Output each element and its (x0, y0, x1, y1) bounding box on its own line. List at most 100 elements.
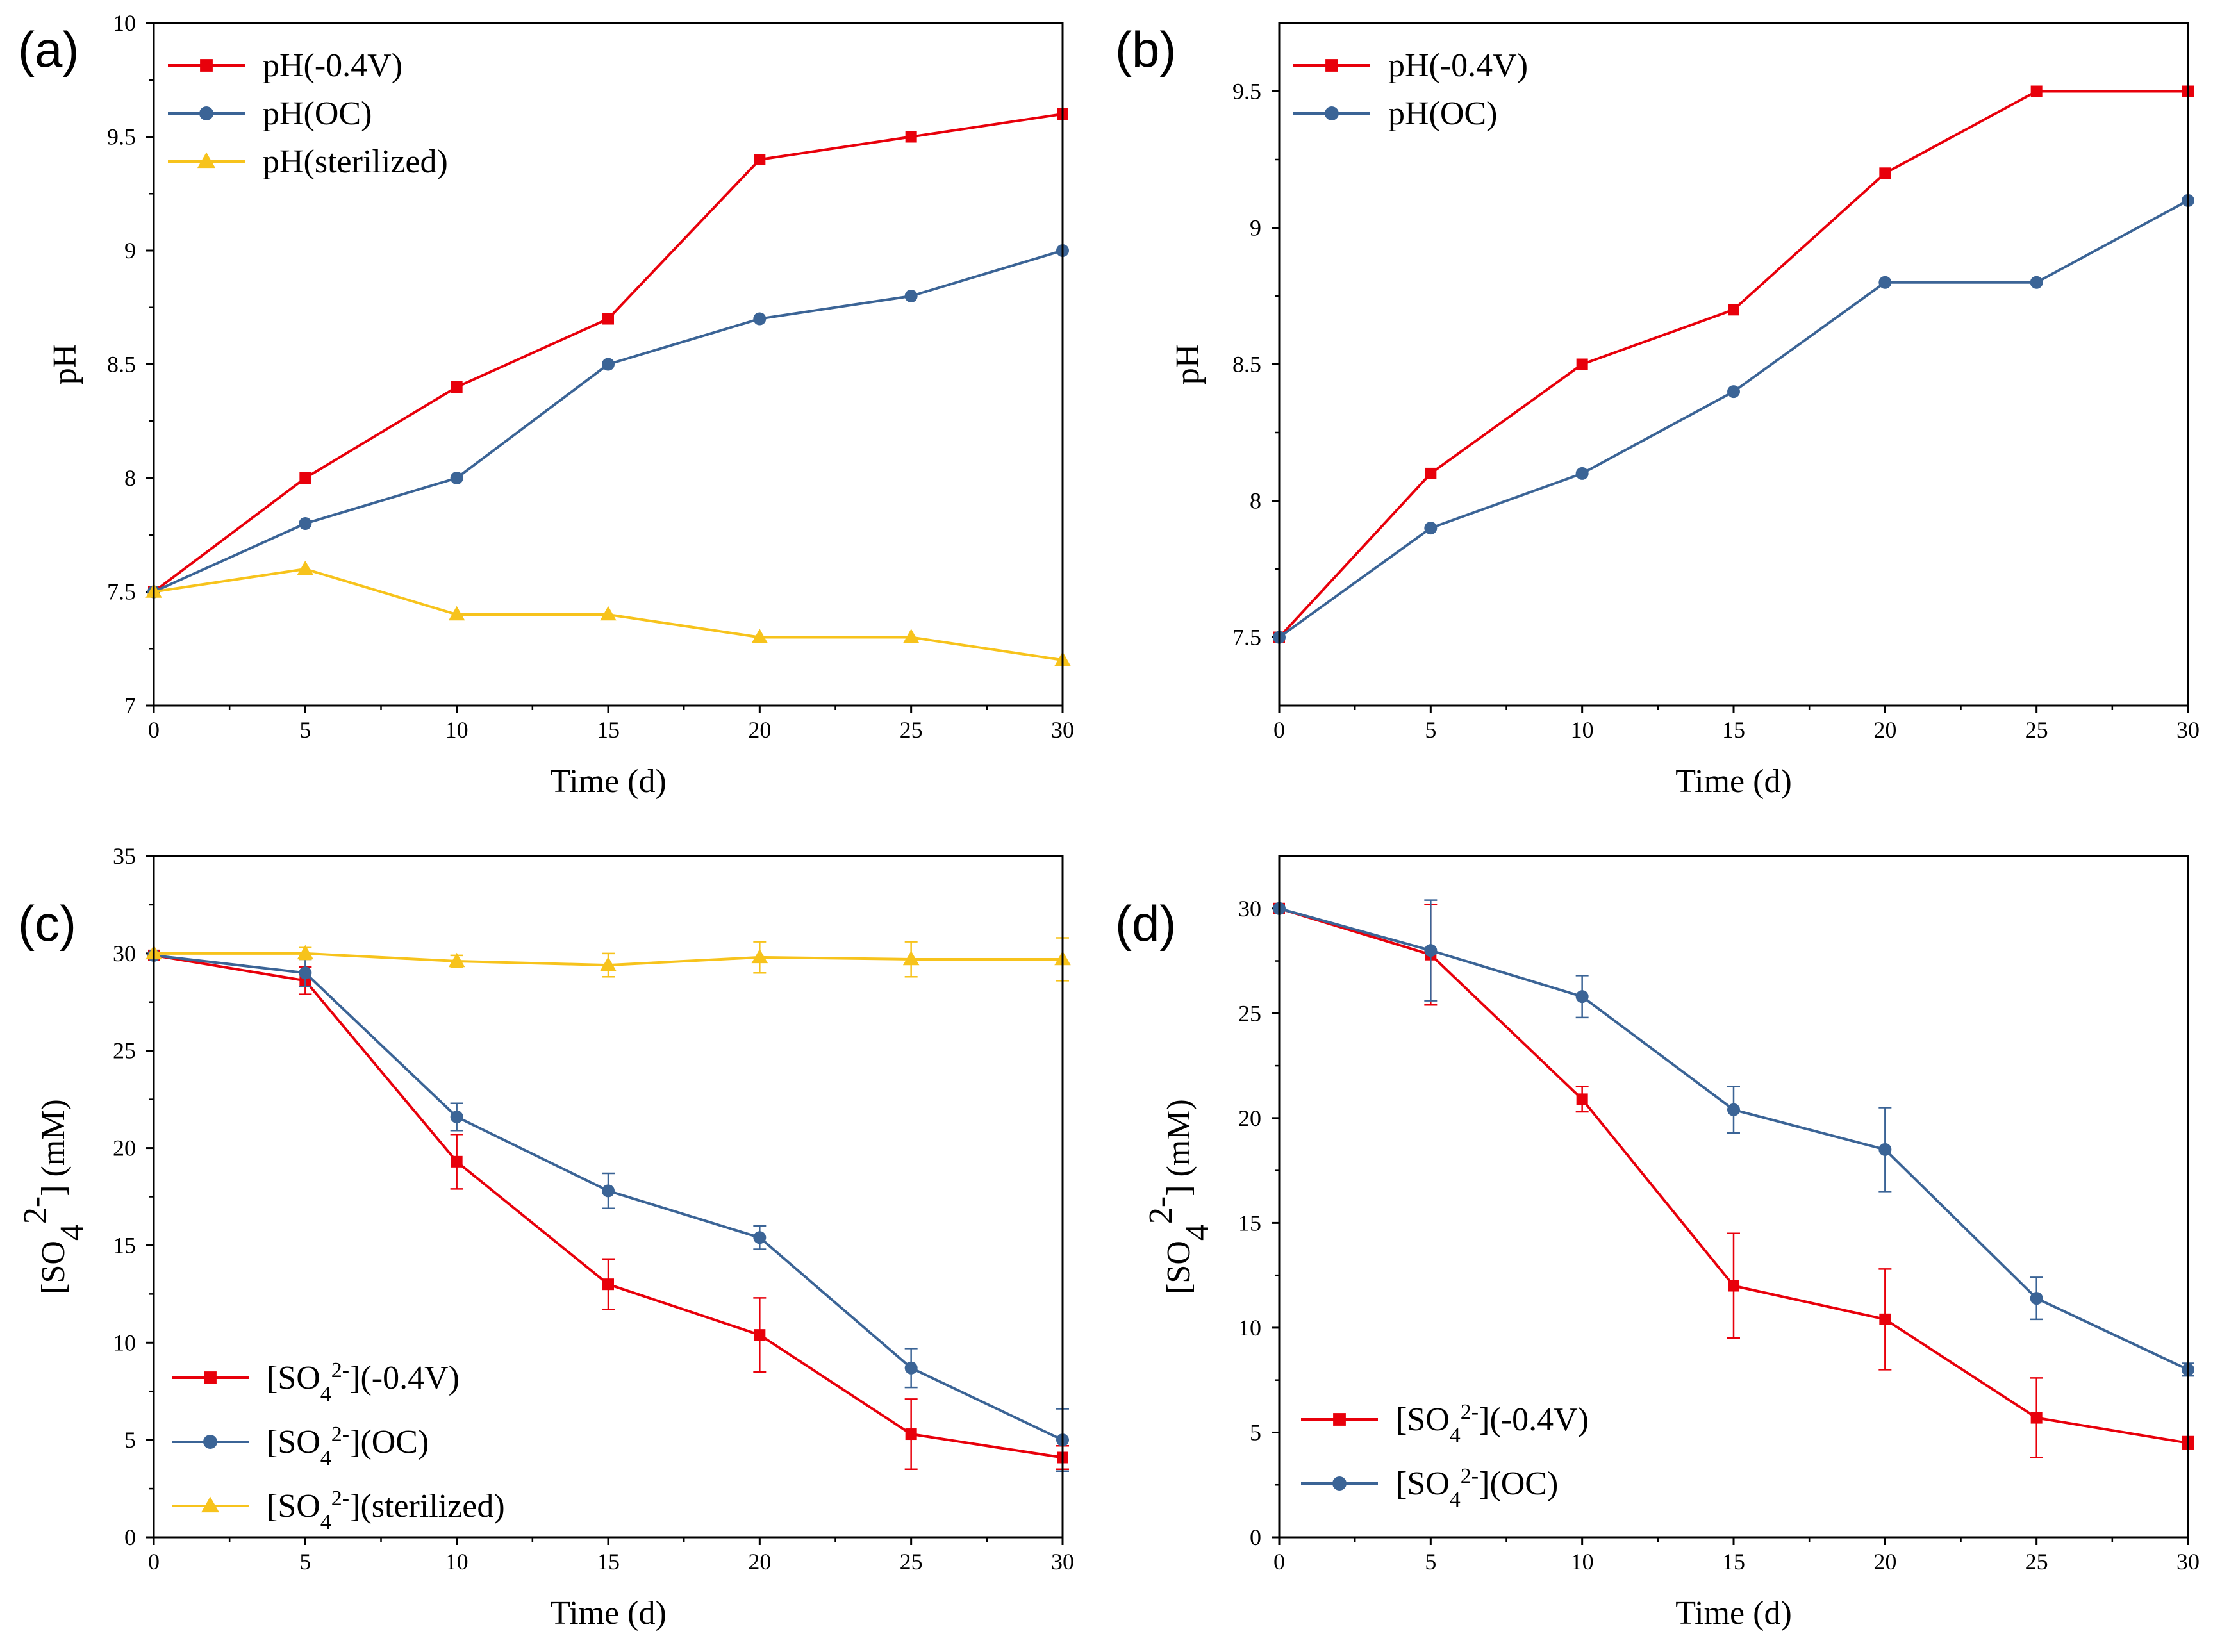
data-point (1425, 467, 1437, 479)
data-point (905, 1428, 917, 1441)
data-point (451, 1155, 463, 1168)
data-point (1878, 276, 1892, 289)
legend-label: pH(OC) (1388, 95, 1497, 132)
legend-label: pH(OC) (263, 95, 372, 132)
x-tick-label: 30 (2176, 717, 2200, 743)
x-tick-label: 0 (148, 717, 160, 743)
data-series (1273, 194, 2194, 644)
data-point (2030, 85, 2043, 97)
data-point (754, 154, 766, 165)
x-tick-label: 30 (1051, 717, 1074, 743)
x-axis-label: Time (d) (550, 1595, 667, 1631)
panel-letter: (b) (1115, 21, 1176, 78)
data-point (1424, 522, 1438, 535)
data-point (1575, 467, 1589, 480)
series-line (1278, 199, 2189, 639)
x-tick-label: 15 (597, 1549, 620, 1574)
y-tick-label: 30 (1238, 896, 1261, 921)
data-series (1273, 899, 2194, 1377)
y-tick-label: 8.5 (1232, 352, 1261, 377)
y-tick-label: 20 (113, 1136, 136, 1161)
data-point (1576, 1093, 1588, 1105)
y-tick-label: 10 (113, 10, 136, 36)
data-point (448, 606, 465, 621)
y-tick-label: 9 (1250, 215, 1261, 241)
y-axis-label: [SO42-] (mM) (1143, 1099, 1216, 1294)
data-point (602, 313, 614, 325)
data-point (1728, 304, 1739, 316)
y-tick-label: 9.5 (107, 124, 136, 150)
y-tick-label: 35 (113, 843, 136, 869)
data-point (299, 966, 312, 980)
x-tick-label: 25 (2025, 1549, 2048, 1574)
x-tick-label: 20 (1873, 717, 1896, 743)
data-point (902, 629, 920, 643)
y-tick-label: 5 (1250, 1419, 1261, 1445)
y-tick-label: 25 (1238, 1000, 1261, 1026)
x-tick-label: 5 (1425, 717, 1436, 743)
data-point (754, 1329, 766, 1341)
legend-marker (1325, 59, 1338, 72)
legend-marker (203, 1435, 217, 1449)
data-point (602, 358, 615, 371)
legend-marker (199, 106, 213, 120)
series-line (153, 249, 1063, 593)
panel-letter: (d) (1115, 895, 1176, 952)
data-point (1727, 1103, 1740, 1116)
y-tick-label: 30 (113, 941, 136, 966)
y-tick-label: 15 (1238, 1210, 1261, 1235)
data-point (753, 312, 767, 326)
x-tick-label: 25 (2025, 717, 2048, 743)
x-tick-label: 20 (748, 1549, 771, 1574)
legend-label: [SO42-](OC) (267, 1423, 429, 1470)
y-tick-label: 5 (124, 1427, 136, 1453)
data-point (905, 131, 917, 143)
data-point (299, 472, 311, 484)
y-tick-label: 15 (113, 1232, 136, 1258)
x-tick-label: 30 (1051, 1549, 1074, 1574)
data-point (600, 956, 617, 971)
data-series (145, 560, 1071, 666)
legend-marker (1332, 1476, 1347, 1491)
data-point (2030, 1292, 2043, 1305)
data-series (147, 244, 1069, 599)
data-point (1728, 1280, 1739, 1292)
y-tick-label: 8 (124, 465, 136, 491)
y-axis-label: pH (47, 344, 83, 385)
data-series (145, 937, 1071, 982)
x-axis-label: Time (d) (550, 763, 667, 800)
x-tick-label: 0 (1273, 1549, 1285, 1574)
data-point (2030, 1412, 2043, 1424)
legend-label: [SO42-](sterilized) (267, 1487, 505, 1534)
y-tick-label: 25 (113, 1038, 136, 1064)
panel-letter: (c) (18, 895, 76, 952)
y-axis-label: pH (1170, 344, 1206, 385)
chart-panel: (d) 0 5 10 15 20 25 30 0 5 10 15 20 25 30 Time (d) [SO42… (1115, 855, 2200, 1631)
x-tick-label: 25 (900, 1549, 923, 1574)
data-point (2030, 276, 2043, 289)
data-point (753, 1231, 767, 1244)
legend-label: [SO42-](-0.4V) (267, 1359, 460, 1406)
y-axis-label: [SO42-] (mM) (17, 1099, 90, 1294)
data-point (299, 517, 312, 530)
y-tick-label: 0 (1250, 1524, 1261, 1550)
data-point (297, 560, 314, 575)
y-tick-label: 8 (1250, 488, 1261, 514)
data-point (751, 948, 768, 964)
data-point (904, 1361, 918, 1375)
data-series (148, 108, 1068, 598)
data-point (1576, 358, 1588, 370)
series-line (153, 113, 1063, 593)
legend-label: [SO42-](-0.4V) (1396, 1400, 1589, 1448)
legend-marker (1333, 1413, 1346, 1426)
x-tick-label: 15 (597, 717, 620, 743)
chart-panel: (c) 0 5 10 15 20 25 30 0 5 10 15 20 25 30 35 Time (d) [SO… (17, 843, 1075, 1631)
plot-frame (1278, 22, 2189, 707)
y-tick-label: 10 (1238, 1315, 1261, 1341)
data-point (448, 952, 465, 968)
y-tick-label: 8.5 (107, 352, 136, 377)
legend-marker (204, 1371, 217, 1384)
legend-label: pH(sterilized) (263, 144, 448, 180)
data-series (1273, 902, 2194, 1458)
